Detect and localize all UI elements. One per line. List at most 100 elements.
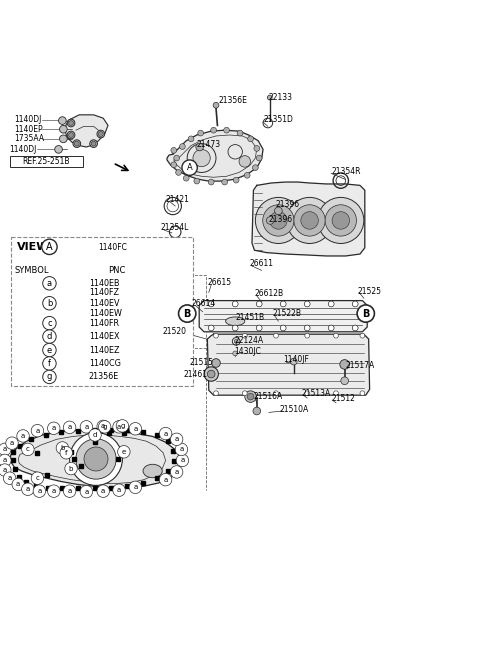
Circle shape — [290, 358, 297, 365]
Circle shape — [193, 149, 210, 167]
Circle shape — [17, 430, 29, 442]
Text: a: a — [117, 424, 121, 430]
Text: a: a — [84, 424, 88, 430]
Circle shape — [352, 325, 358, 331]
Circle shape — [43, 343, 56, 357]
Circle shape — [360, 391, 365, 396]
Circle shape — [233, 351, 238, 356]
Text: d: d — [47, 332, 52, 341]
Polygon shape — [167, 130, 263, 181]
Circle shape — [328, 301, 334, 307]
Circle shape — [207, 370, 215, 378]
Circle shape — [212, 358, 220, 368]
Text: 26612B: 26612B — [254, 289, 284, 298]
Circle shape — [214, 391, 218, 396]
Circle shape — [159, 473, 172, 486]
Circle shape — [0, 443, 11, 456]
Text: 21520: 21520 — [162, 327, 186, 336]
Circle shape — [188, 136, 194, 142]
Text: 1735AA: 1735AA — [14, 134, 45, 143]
Circle shape — [67, 131, 75, 139]
Text: a: a — [84, 489, 88, 494]
Circle shape — [352, 301, 358, 307]
Circle shape — [204, 367, 218, 381]
Text: B: B — [362, 309, 370, 318]
Text: a: a — [180, 447, 183, 453]
Text: 21356E: 21356E — [89, 372, 119, 381]
Circle shape — [280, 325, 286, 331]
Text: 22133: 22133 — [269, 93, 293, 102]
Text: REF.25-251B: REF.25-251B — [23, 157, 70, 166]
Text: a: a — [8, 475, 12, 481]
Text: 21354R: 21354R — [331, 167, 360, 175]
Circle shape — [48, 422, 60, 434]
Circle shape — [63, 421, 76, 434]
Text: 1140EZ: 1140EZ — [89, 345, 120, 354]
Circle shape — [305, 391, 310, 396]
Text: b: b — [69, 466, 73, 472]
Text: c: c — [47, 318, 52, 328]
Circle shape — [224, 128, 229, 133]
Circle shape — [252, 165, 258, 171]
Text: 1140DJ: 1140DJ — [14, 115, 42, 124]
Circle shape — [242, 334, 247, 338]
Circle shape — [232, 325, 238, 331]
Circle shape — [70, 432, 122, 485]
Text: 21513A: 21513A — [301, 388, 331, 398]
Text: a: a — [175, 436, 179, 442]
Text: a: a — [36, 428, 39, 434]
Text: a: a — [37, 488, 41, 494]
Circle shape — [0, 454, 11, 467]
Circle shape — [256, 325, 262, 331]
Circle shape — [232, 301, 238, 307]
Circle shape — [198, 130, 204, 136]
Circle shape — [305, 334, 310, 338]
Circle shape — [6, 437, 18, 449]
Circle shape — [98, 421, 111, 433]
Circle shape — [43, 357, 56, 370]
Circle shape — [73, 140, 81, 148]
Text: 1140EB: 1140EB — [89, 279, 120, 288]
Text: a: a — [68, 488, 72, 494]
Circle shape — [139, 239, 149, 249]
Text: VIEW: VIEW — [17, 242, 49, 252]
Circle shape — [129, 481, 142, 494]
Text: 26614: 26614 — [192, 300, 216, 309]
Polygon shape — [207, 334, 370, 395]
Circle shape — [194, 178, 200, 184]
Text: b: b — [60, 445, 65, 451]
Text: 1140CG: 1140CG — [89, 359, 120, 368]
Text: a: a — [52, 425, 56, 431]
Circle shape — [60, 126, 67, 133]
Circle shape — [248, 136, 253, 142]
Text: 21522B: 21522B — [273, 309, 301, 318]
Text: a: a — [101, 488, 105, 494]
Text: 1140EP: 1140EP — [14, 125, 43, 133]
Circle shape — [97, 485, 109, 498]
Circle shape — [48, 485, 60, 498]
Text: 21354L: 21354L — [161, 222, 189, 232]
Circle shape — [176, 454, 189, 467]
Text: 21525: 21525 — [358, 286, 382, 296]
Circle shape — [63, 485, 76, 498]
Circle shape — [328, 325, 334, 331]
Text: 21351D: 21351D — [263, 115, 293, 124]
Circle shape — [175, 443, 188, 456]
Text: 21516A: 21516A — [253, 392, 283, 401]
Circle shape — [237, 130, 243, 136]
Circle shape — [266, 216, 274, 224]
Text: e: e — [47, 345, 52, 354]
Circle shape — [22, 443, 34, 456]
Circle shape — [0, 464, 11, 476]
Text: 21396: 21396 — [276, 200, 300, 209]
Circle shape — [43, 317, 56, 330]
Text: a: a — [133, 426, 137, 432]
Circle shape — [84, 447, 108, 471]
Circle shape — [304, 301, 310, 307]
Circle shape — [340, 360, 349, 370]
Ellipse shape — [226, 317, 245, 326]
Circle shape — [97, 420, 109, 432]
Text: c: c — [26, 447, 30, 453]
Circle shape — [341, 377, 348, 385]
Circle shape — [360, 334, 365, 338]
